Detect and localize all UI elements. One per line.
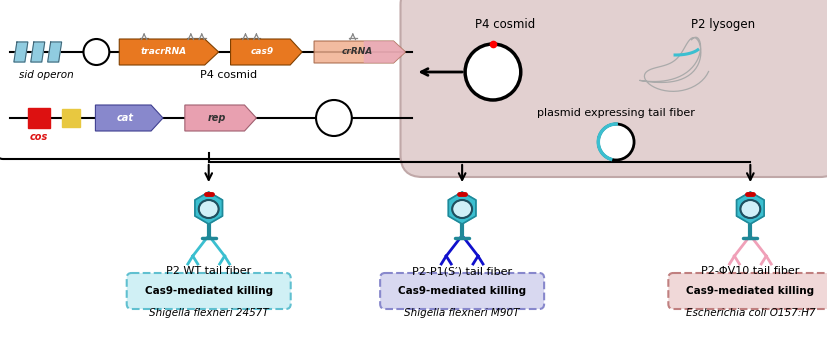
Text: tracrRNA: tracrRNA [141,48,187,56]
Text: Shigella flexneri 2457T: Shigella flexneri 2457T [149,308,269,318]
Ellipse shape [199,200,219,218]
Bar [62,109,80,127]
Text: Cas9-mediated killing: Cas9-mediated killing [145,286,273,296]
Ellipse shape [740,200,760,218]
Polygon shape [230,39,302,65]
Text: plasmid expressing tail fiber: plasmid expressing tail fiber [537,108,695,118]
Polygon shape [448,192,476,224]
Text: sid operon: sid operon [19,70,74,80]
Text: crRNA: crRNA [342,48,374,56]
Polygon shape [96,105,163,131]
Text: P2 lysogen: P2 lysogen [691,18,755,31]
FancyBboxPatch shape [400,0,832,177]
FancyBboxPatch shape [126,273,290,309]
Polygon shape [195,192,222,224]
Text: P4 cosmid: P4 cosmid [475,18,535,31]
Text: cat: cat [116,113,134,123]
FancyBboxPatch shape [668,273,832,309]
Polygon shape [47,42,62,62]
Text: cos: cos [30,132,48,142]
Polygon shape [185,105,256,131]
Circle shape [83,39,109,65]
Text: Cas9-mediated killing: Cas9-mediated killing [686,286,815,296]
FancyBboxPatch shape [0,0,421,159]
Text: Cas9-mediated killing: Cas9-mediated killing [398,286,526,296]
Ellipse shape [452,200,472,218]
Text: P4 cosmid: P4 cosmid [200,70,257,80]
Circle shape [598,124,634,160]
Text: Escherichia coli O157:H7: Escherichia coli O157:H7 [686,308,815,318]
Text: cas9: cas9 [250,48,274,56]
Text: P2-P1(S′) tail fiber: P2-P1(S′) tail fiber [412,266,513,276]
Text: P2 WT tail fiber: P2 WT tail fiber [166,266,251,276]
Circle shape [465,44,521,100]
Polygon shape [119,39,219,65]
Polygon shape [736,192,764,224]
Text: rep: rep [207,113,225,123]
Bar [27,108,50,128]
Text: Shigella flexneri M90T: Shigella flexneri M90T [404,308,520,318]
Text: P2-ΦV10 tail fiber: P2-ΦV10 tail fiber [701,266,800,276]
Polygon shape [14,42,27,62]
Circle shape [316,100,352,136]
Polygon shape [314,41,405,63]
FancyBboxPatch shape [380,273,544,309]
Polygon shape [364,41,405,63]
Polygon shape [31,42,45,62]
